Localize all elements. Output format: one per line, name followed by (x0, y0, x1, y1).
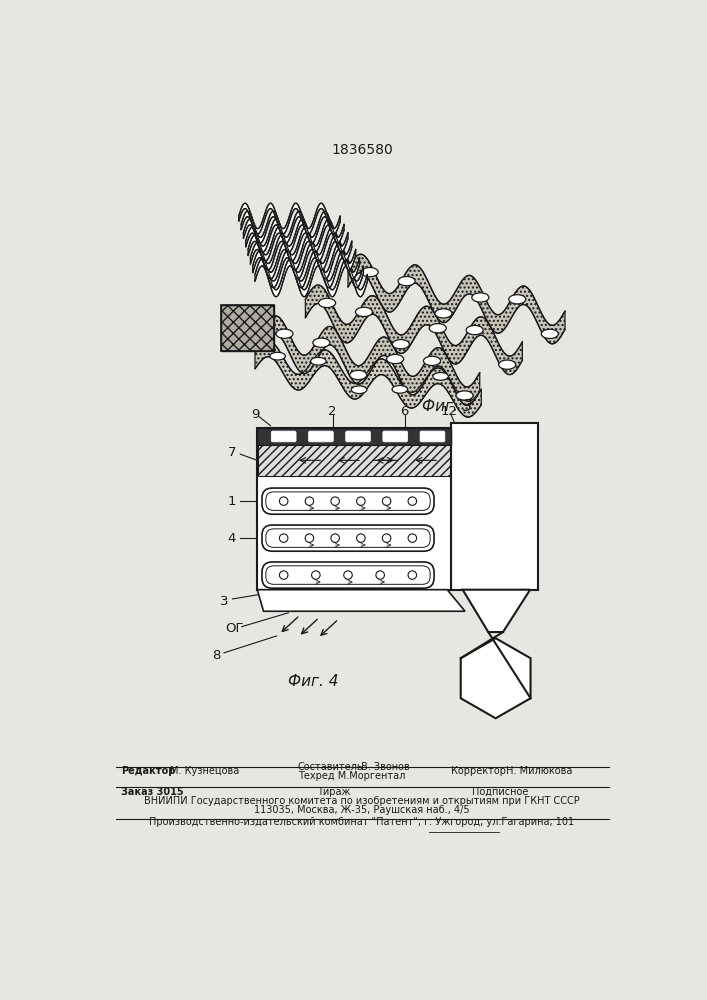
Ellipse shape (356, 307, 373, 317)
Bar (221, 305, 274, 351)
Polygon shape (462, 590, 530, 632)
FancyBboxPatch shape (266, 492, 430, 510)
Text: 2: 2 (328, 405, 337, 418)
FancyBboxPatch shape (346, 431, 370, 442)
Ellipse shape (398, 277, 415, 286)
Text: Составитель: Составитель (298, 762, 363, 772)
Circle shape (356, 534, 365, 542)
Ellipse shape (429, 324, 446, 333)
Text: Фиг. 4: Фиг. 4 (288, 674, 339, 689)
Circle shape (305, 497, 314, 505)
Text: ВНИИПИ Государственного комитета по изобретениям и открытиям при ГКНТ СССР: ВНИИПИ Государственного комитета по изоб… (144, 796, 580, 806)
Polygon shape (305, 285, 522, 375)
Text: Корректор: Корректор (451, 766, 506, 776)
Ellipse shape (392, 385, 407, 393)
Polygon shape (243, 219, 348, 252)
Ellipse shape (312, 338, 330, 347)
Ellipse shape (509, 295, 526, 304)
FancyBboxPatch shape (271, 431, 296, 442)
Ellipse shape (466, 325, 483, 335)
Ellipse shape (361, 268, 378, 277)
Ellipse shape (433, 373, 448, 380)
Circle shape (344, 571, 352, 579)
Ellipse shape (276, 329, 293, 338)
Polygon shape (348, 254, 565, 344)
Text: 6: 6 (400, 405, 409, 418)
Bar (257, 428, 451, 590)
Text: Н. Милюкова: Н. Милюкова (503, 766, 573, 776)
Ellipse shape (310, 357, 326, 365)
Text: 12: 12 (440, 405, 457, 418)
Ellipse shape (456, 391, 473, 400)
Circle shape (382, 497, 391, 505)
Text: Техред М.Моргентал: Техред М.Моргентал (298, 771, 405, 781)
Polygon shape (241, 211, 344, 243)
Circle shape (312, 571, 320, 579)
FancyBboxPatch shape (308, 431, 333, 442)
Polygon shape (252, 251, 363, 288)
Polygon shape (250, 243, 360, 279)
Text: Производственно-издательский комбинат "Патент", г. Ужгород, ул.Гагарина, 101: Производственно-издательский комбинат "П… (149, 817, 575, 827)
Bar (258, 445, 450, 476)
FancyBboxPatch shape (420, 431, 445, 442)
Text: 8: 8 (212, 649, 221, 662)
Ellipse shape (350, 370, 367, 380)
Ellipse shape (435, 309, 452, 318)
Polygon shape (461, 638, 530, 718)
Circle shape (408, 571, 416, 579)
Ellipse shape (472, 293, 489, 302)
Circle shape (279, 497, 288, 505)
Circle shape (382, 534, 391, 542)
Circle shape (279, 571, 288, 579)
Circle shape (356, 497, 365, 505)
Ellipse shape (387, 354, 404, 364)
Text: ОГ: ОГ (225, 622, 243, 635)
Polygon shape (255, 341, 481, 417)
Polygon shape (239, 203, 340, 234)
FancyBboxPatch shape (383, 431, 408, 442)
Circle shape (408, 497, 416, 505)
FancyBboxPatch shape (262, 562, 434, 588)
Text: Фиг. 3: Фиг. 3 (421, 399, 472, 414)
Ellipse shape (542, 329, 559, 338)
Text: Заказ 3015: Заказ 3015 (121, 787, 184, 797)
Text: 3: 3 (220, 595, 228, 608)
FancyBboxPatch shape (262, 525, 434, 551)
Bar (221, 305, 274, 351)
Ellipse shape (319, 298, 336, 308)
Text: 4: 4 (228, 532, 236, 545)
Circle shape (376, 571, 385, 579)
FancyBboxPatch shape (266, 529, 430, 547)
Polygon shape (257, 590, 465, 611)
Text: 1: 1 (228, 495, 236, 508)
Text: 7: 7 (228, 446, 236, 459)
Text: 9: 9 (251, 408, 259, 421)
Ellipse shape (392, 340, 409, 349)
Text: 1836580: 1836580 (331, 143, 393, 157)
Polygon shape (263, 316, 480, 405)
Text: Подписное: Подписное (472, 787, 528, 797)
Circle shape (279, 534, 288, 542)
Bar (257, 428, 451, 445)
Ellipse shape (498, 360, 515, 369)
Circle shape (331, 497, 339, 505)
Polygon shape (248, 235, 356, 270)
Bar (451, 423, 538, 590)
Ellipse shape (270, 352, 286, 360)
Circle shape (408, 534, 416, 542)
Ellipse shape (423, 356, 440, 366)
Polygon shape (255, 259, 368, 297)
Text: Тираж: Тираж (317, 787, 351, 797)
Circle shape (305, 534, 314, 542)
Text: 113035, Москва, Ж-35, Раушская наб., 4/5: 113035, Москва, Ж-35, Раушская наб., 4/5 (254, 805, 469, 815)
FancyBboxPatch shape (266, 566, 430, 584)
Circle shape (331, 534, 339, 542)
Ellipse shape (351, 386, 367, 394)
Text: Редактор: Редактор (121, 766, 175, 776)
Text: М. Кузнецова: М. Кузнецова (170, 766, 239, 776)
Text: В. Звонов: В. Звонов (361, 762, 410, 772)
FancyBboxPatch shape (262, 488, 434, 514)
Polygon shape (246, 227, 352, 261)
